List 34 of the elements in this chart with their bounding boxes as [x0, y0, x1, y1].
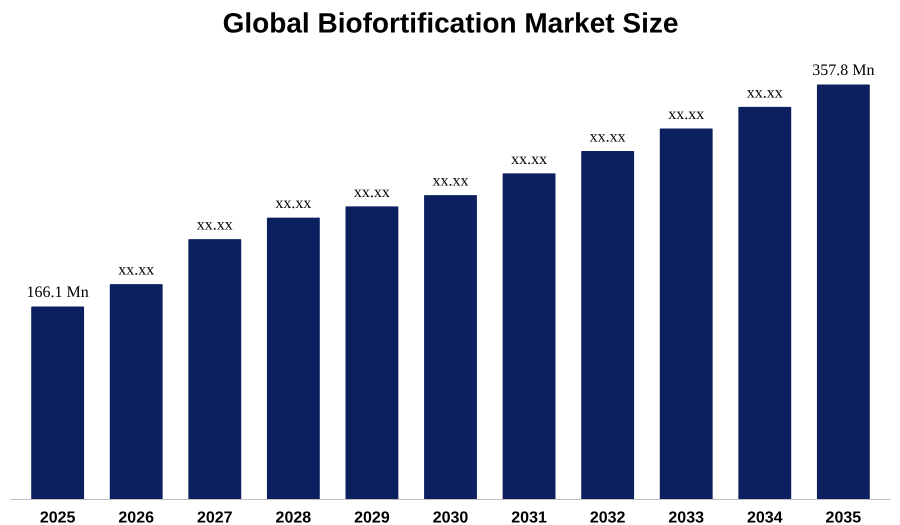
bar: [346, 206, 398, 500]
data-label: 166.1 Mn: [26, 284, 89, 302]
bar: [110, 284, 163, 500]
x-tick-label: 2030: [432, 510, 468, 525]
x-tick-label: 2035: [826, 510, 862, 525]
x-tick-label: 2025: [40, 510, 76, 525]
x-tick-label: 2032: [590, 510, 626, 525]
data-label: xx.xx: [590, 128, 626, 146]
data-label: xx.xx: [196, 216, 233, 234]
bar: [502, 173, 556, 500]
chart-title: Global Biofortification Market Size: [222, 8, 678, 38]
bar: [31, 306, 84, 500]
x-tick-label: 2034: [746, 510, 783, 525]
data-label: xx.xx: [118, 262, 154, 279]
x-tick-label: 2027: [196, 510, 233, 525]
data-label: xx.xx: [275, 195, 312, 212]
data-label: xx.xx: [432, 172, 468, 190]
x-tick-label: 2029: [354, 510, 390, 525]
x-tick-label: 2033: [668, 510, 704, 525]
bar: [424, 195, 477, 500]
data-label: xx.xx: [511, 150, 548, 168]
x-tick-label: 2026: [118, 510, 154, 525]
bar: [660, 128, 713, 500]
x-tick-label: 2028: [276, 510, 312, 525]
bar: [581, 150, 634, 500]
bar: [816, 84, 870, 500]
bar: [188, 239, 242, 500]
x-tick-label: 2031: [511, 510, 547, 525]
data-label: xx.xx: [354, 184, 390, 201]
data-label: xx.xx: [668, 106, 704, 123]
bar: [738, 106, 792, 500]
bar: [266, 218, 320, 500]
data-label: 357.8 Mn: [812, 62, 874, 79]
data-label: xx.xx: [746, 84, 783, 102]
